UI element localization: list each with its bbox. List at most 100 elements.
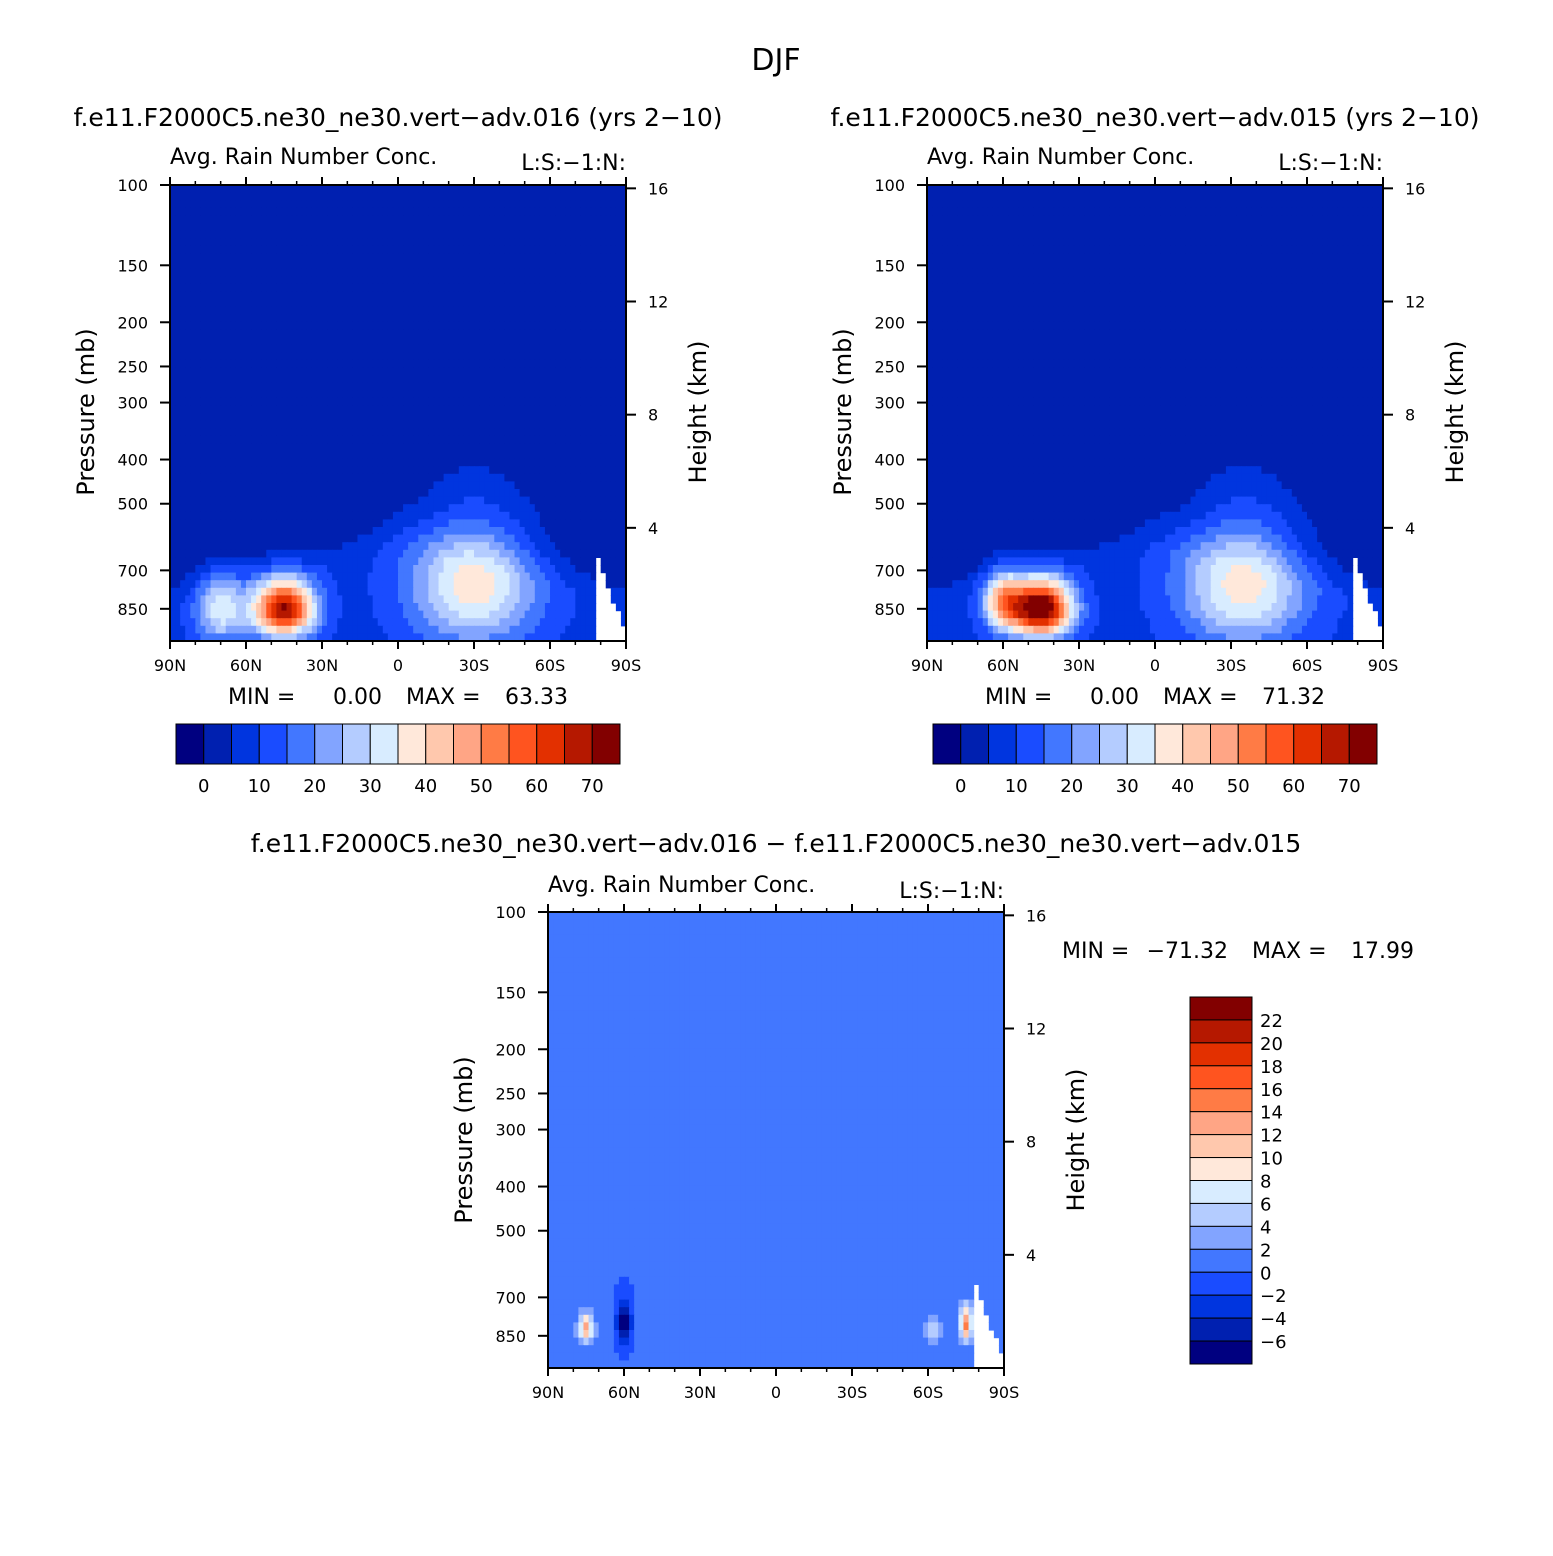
contour-cell (448, 276, 455, 285)
contour-cell (180, 207, 186, 216)
contour-cell (286, 405, 293, 414)
contour-cell (468, 473, 475, 482)
contour-cell (555, 435, 561, 444)
contour-cell (332, 268, 338, 277)
contour-cell (190, 397, 196, 406)
contour-cell (316, 390, 323, 399)
contour-cell (382, 268, 389, 277)
contour-cell (347, 375, 353, 384)
contour-cell (296, 519, 303, 528)
contour-cell (504, 299, 511, 308)
contour-cell (256, 245, 262, 254)
contour-cell (620, 223, 627, 232)
contour-cell (205, 200, 212, 209)
contour-cell (311, 382, 318, 391)
contour-cell (504, 329, 511, 338)
contour-cell (443, 519, 450, 528)
contour-cell (443, 595, 450, 604)
contour-cell (301, 420, 308, 429)
contour-cell (256, 200, 262, 209)
contour-cell (453, 185, 460, 194)
contour-cell (600, 200, 607, 209)
contour-cell (246, 329, 252, 338)
contour-cell (489, 587, 495, 596)
contour-cell (580, 397, 587, 406)
contour-cell (200, 230, 207, 239)
contour-cell (534, 511, 541, 520)
contour-cell (246, 580, 252, 589)
contour-cell (215, 352, 222, 361)
contour-cell (560, 390, 566, 399)
contour-cell (428, 382, 435, 391)
contour-cell (175, 504, 181, 513)
contour-cell (170, 489, 176, 498)
contour-cell (595, 192, 602, 201)
contour-cell (484, 542, 490, 551)
contour-cell (291, 428, 298, 437)
contour-cell (246, 473, 252, 482)
contour-cell (438, 329, 445, 338)
contour-cell (246, 375, 252, 384)
contour-cell (205, 405, 212, 414)
contour-cell (357, 321, 364, 330)
contour-cell (195, 534, 201, 543)
contour-cell (539, 314, 546, 323)
contour-cell (555, 299, 561, 308)
contour-cell (372, 329, 379, 338)
contour-cell (463, 337, 470, 346)
contour-cell (357, 185, 364, 194)
contour-cell (595, 504, 602, 513)
contour-cell (418, 565, 424, 574)
contour-cell (438, 207, 445, 216)
contour-cell (529, 329, 536, 338)
contour-cell (443, 215, 450, 224)
contour-cell (256, 390, 262, 399)
contour-cell (387, 549, 394, 558)
contour-cell (261, 390, 267, 399)
contour-cell (544, 473, 551, 482)
contour-cell (220, 473, 227, 482)
contour-cell (286, 299, 293, 308)
contour-cell (570, 344, 576, 353)
contour-cell (398, 413, 404, 422)
contour-cell (474, 557, 480, 566)
contour-cell (180, 413, 186, 422)
contour-cell (357, 344, 364, 353)
contour-cell (438, 458, 445, 467)
contour-cell (610, 481, 617, 490)
contour-cell (230, 489, 237, 498)
contour-cell (585, 458, 592, 467)
contour-cell (615, 230, 622, 239)
contour-cell (590, 223, 597, 232)
contour-cell (210, 329, 217, 338)
contour-cell (210, 451, 217, 460)
contour-cell (301, 473, 308, 482)
contour-cell (301, 200, 308, 209)
contour-cell (322, 549, 328, 558)
contour-cell (544, 375, 551, 384)
contour-cell (514, 352, 521, 361)
contour-cell (215, 435, 222, 444)
contour-cell (185, 527, 191, 536)
contour-cell (565, 549, 571, 558)
contour-cell (555, 291, 561, 300)
contour-cell (600, 253, 607, 262)
contour-cell (235, 549, 242, 558)
contour-cell (301, 496, 308, 505)
contour-cell (433, 230, 440, 239)
contour-cell (170, 413, 176, 422)
contour-cell (555, 420, 561, 429)
contour-cell (205, 329, 212, 338)
contour-cell (185, 382, 191, 391)
contour-cell (337, 580, 343, 589)
contour-cell (205, 481, 212, 490)
contour-cell (539, 572, 546, 581)
contour-cell (489, 192, 495, 201)
contour-cell (185, 367, 191, 376)
contour-cell (276, 428, 283, 437)
contour-cell (509, 580, 516, 589)
contour-cell (316, 534, 323, 543)
contour-cell (195, 443, 201, 452)
contour-cell (276, 329, 283, 338)
contour-cell (200, 443, 207, 452)
